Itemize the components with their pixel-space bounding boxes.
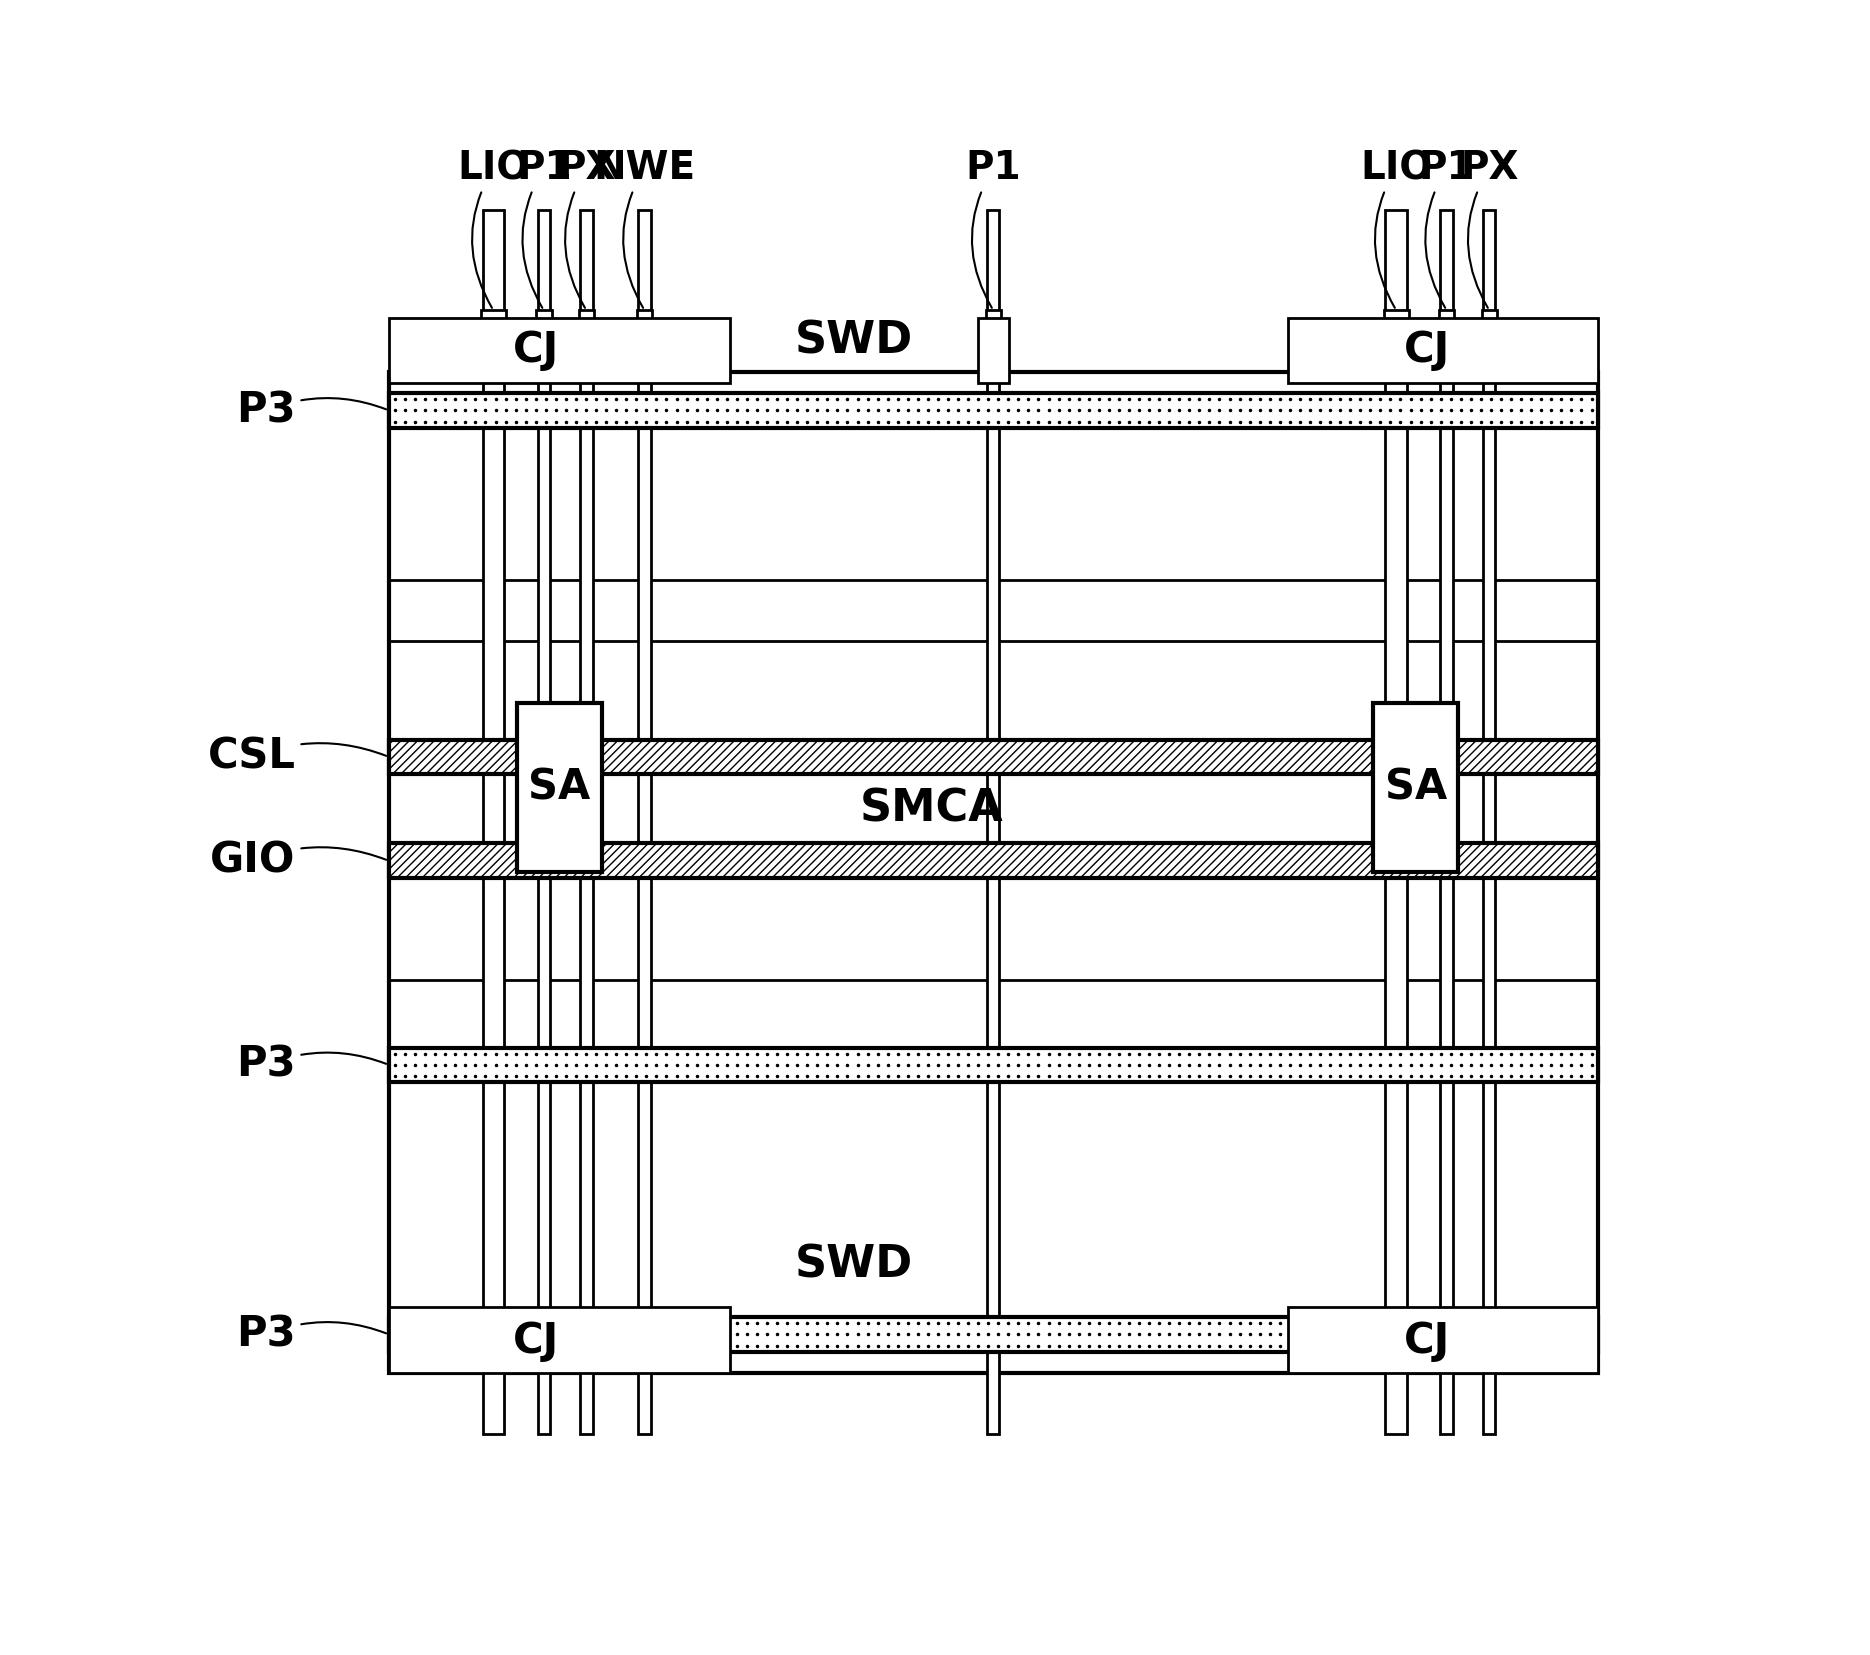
Bar (1483, 210, 1496, 1435)
Bar (537, 210, 550, 1435)
Text: P1: P1 (1419, 149, 1474, 308)
Bar (389, 740, 1597, 775)
Bar (1373, 703, 1459, 872)
Bar (978, 318, 1008, 384)
Text: P1: P1 (965, 149, 1021, 308)
Text: CJ: CJ (1404, 329, 1451, 371)
Bar (1288, 318, 1597, 384)
Bar (1481, 309, 1498, 356)
Bar (1288, 1307, 1597, 1374)
Bar (578, 309, 595, 356)
Bar (985, 309, 1000, 356)
Text: SWD: SWD (795, 1243, 913, 1286)
Bar (389, 1048, 1597, 1082)
Text: GIO: GIO (209, 839, 387, 882)
Text: SWD: SWD (795, 319, 913, 362)
Bar (580, 210, 593, 1435)
Bar (389, 318, 729, 384)
Bar (1440, 210, 1453, 1435)
Text: SA: SA (527, 766, 591, 809)
Bar (537, 309, 552, 356)
Bar (1384, 309, 1408, 356)
Text: P1: P1 (516, 149, 572, 308)
Bar (389, 844, 1597, 879)
Bar (516, 703, 602, 872)
Text: CSL: CSL (208, 736, 387, 778)
Text: CJ: CJ (512, 329, 559, 371)
Text: P3: P3 (236, 1044, 387, 1086)
Bar (1386, 210, 1406, 1435)
Text: CJ: CJ (512, 1319, 559, 1362)
Bar (638, 309, 653, 356)
Text: PX: PX (1460, 149, 1518, 308)
Bar (389, 392, 1597, 427)
Bar (987, 210, 999, 1435)
Bar (389, 372, 1597, 1374)
Bar (638, 210, 651, 1435)
Text: PX: PX (557, 149, 615, 308)
Bar (481, 309, 505, 356)
Text: SA: SA (1384, 766, 1447, 809)
Text: NWE: NWE (593, 149, 696, 308)
Text: P3: P3 (236, 1314, 387, 1355)
Text: CJ: CJ (1404, 1319, 1451, 1362)
Bar (482, 210, 505, 1435)
Bar (1438, 309, 1455, 356)
Text: LIO: LIO (456, 149, 529, 308)
Text: LIO: LIO (1359, 149, 1432, 308)
Text: SMCA: SMCA (860, 788, 1002, 831)
Bar (389, 1307, 729, 1374)
Bar (389, 1317, 1597, 1352)
Text: P3: P3 (236, 389, 387, 432)
